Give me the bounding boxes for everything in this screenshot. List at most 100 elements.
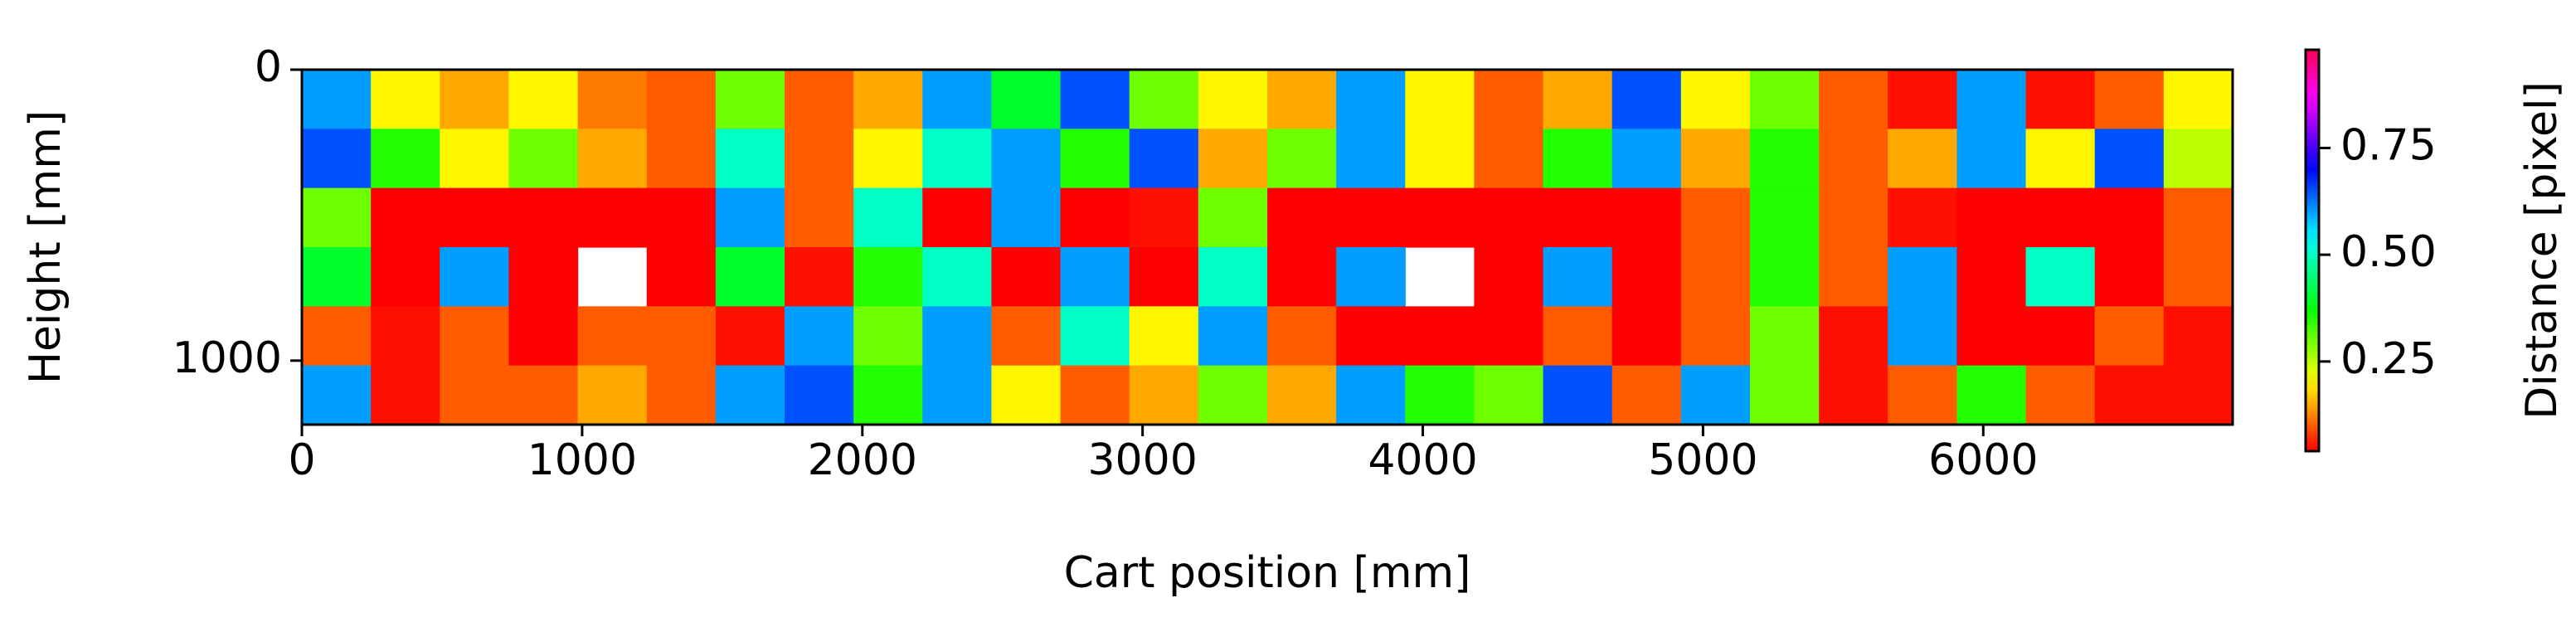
heatmap-cell	[2163, 187, 2233, 248]
heatmap-cell	[2094, 306, 2165, 367]
heatmap-cell	[1543, 70, 1613, 129]
heatmap-cell	[302, 129, 372, 189]
heatmap-cell	[2025, 187, 2096, 248]
heatmap-cell	[1956, 365, 2027, 425]
heatmap-cell	[371, 187, 440, 248]
heatmap-cell	[1819, 187, 1888, 248]
heatmap-cell	[922, 306, 993, 367]
heatmap-cell	[1474, 187, 1544, 248]
heatmap-cell	[1956, 187, 2027, 248]
heatmap-cell	[1819, 306, 1888, 367]
heatmap-cell	[1956, 70, 2027, 129]
heatmap-cell	[508, 247, 579, 307]
heatmap-cell	[508, 365, 579, 425]
y-tick-label: 1000	[173, 333, 282, 383]
heatmap-cell	[302, 187, 372, 248]
heatmap-cell	[1129, 306, 1199, 367]
heatmap-cell	[1956, 247, 2027, 307]
heatmap-cell	[1267, 129, 1337, 189]
heatmap-cell	[1956, 129, 2027, 189]
heatmap-cell	[1611, 247, 1682, 307]
heatmap-cell	[1336, 306, 1406, 367]
heatmap-cell	[1819, 129, 1888, 189]
heatmap-cell	[2094, 247, 2165, 307]
heatmap-cell	[577, 306, 648, 367]
heatmap-cell	[1819, 365, 1888, 425]
x-tick-label: 1000	[527, 435, 637, 485]
heatmap-cell	[1680, 129, 1751, 189]
heatmap-cell	[1129, 187, 1199, 248]
heatmap-cell	[853, 365, 923, 425]
x-tick-label: 2000	[808, 435, 917, 485]
heatmap-cell	[302, 247, 372, 307]
heatmap-cell	[1474, 70, 1544, 129]
heatmap-cell	[2025, 70, 2096, 129]
heatmap-cell	[1060, 70, 1130, 129]
heatmap-cell	[1060, 306, 1130, 367]
heatmap-cell	[440, 247, 510, 307]
heatmap-cell	[1474, 365, 1544, 425]
heatmap-cell	[922, 365, 993, 425]
heatmap-cell	[2025, 306, 2096, 367]
heatmap-cell	[302, 365, 372, 425]
y-tick-label: 0	[255, 42, 282, 92]
heatmap-cell	[1474, 306, 1544, 367]
heatmap-cell	[2163, 70, 2233, 129]
heatmap-cell	[1888, 129, 1958, 189]
heatmap-cell	[646, 187, 717, 248]
heatmap-cell	[2094, 70, 2165, 129]
heatmap-cell	[440, 187, 510, 248]
heatmap-cell	[1611, 129, 1682, 189]
heatmap-cell	[1336, 70, 1406, 129]
heatmap-cell	[371, 70, 440, 129]
heatmap-cell	[440, 365, 510, 425]
heatmap-cell	[646, 129, 717, 189]
heatmap-cell	[1888, 365, 1958, 425]
colorbar-tick-label: 0.25	[2340, 334, 2437, 384]
heatmap-cell	[785, 365, 854, 425]
heatmap-cell	[1543, 365, 1613, 425]
colorbar	[2304, 48, 2321, 453]
plot-frame	[300, 68, 2234, 426]
heatmap-cell	[853, 70, 923, 129]
heatmap-cell	[2163, 365, 2233, 425]
heatmap-cell	[2025, 365, 2096, 425]
heatmap-cell	[1267, 70, 1337, 129]
heatmap-cell	[302, 306, 372, 367]
heatmap-cell	[1474, 129, 1544, 189]
heatmap-cell	[302, 70, 372, 129]
heatmap-cell	[508, 70, 579, 129]
heatmap-cell	[1888, 187, 1958, 248]
x-tick-label: 0	[288, 435, 315, 485]
heatmap-cell	[440, 70, 510, 129]
heatmap-cell	[1336, 129, 1406, 189]
x-tick-label: 6000	[1928, 435, 2038, 485]
heatmap-cell	[1680, 365, 1751, 425]
heatmap-cell	[371, 247, 440, 307]
heatmap-cell	[1336, 187, 1406, 248]
heatmap-cell	[1819, 247, 1888, 307]
colorbar-tick-label: 0.50	[2340, 227, 2437, 277]
heatmap-cell	[1819, 70, 1888, 129]
heatmap-cell	[1543, 187, 1613, 248]
heatmap-cell	[371, 306, 440, 367]
heatmap-cell	[1680, 187, 1751, 248]
heatmap-cell	[1750, 70, 1820, 129]
heatmap-cell	[1888, 247, 1958, 307]
heatmap-cell	[577, 70, 648, 129]
heatmap-cell	[1543, 129, 1613, 189]
heatmap-cell	[1680, 70, 1751, 129]
heatmap-cell	[577, 187, 648, 248]
heatmap-cell	[1750, 365, 1820, 425]
heatmap-cell	[1888, 70, 1958, 129]
heatmap-cell	[853, 247, 923, 307]
heatmap-cell	[785, 70, 854, 129]
heatmap-cell	[440, 306, 510, 367]
heatmap-cell	[922, 129, 993, 189]
heatmap-cell	[2163, 247, 2233, 307]
heatmap-cell	[715, 129, 785, 189]
heatmap-cell	[922, 187, 993, 248]
x-axis-label: Cart position [mm]	[1064, 548, 1471, 598]
heatmap-cell	[715, 187, 785, 248]
y-axis-label: Height [mm]	[21, 110, 70, 384]
